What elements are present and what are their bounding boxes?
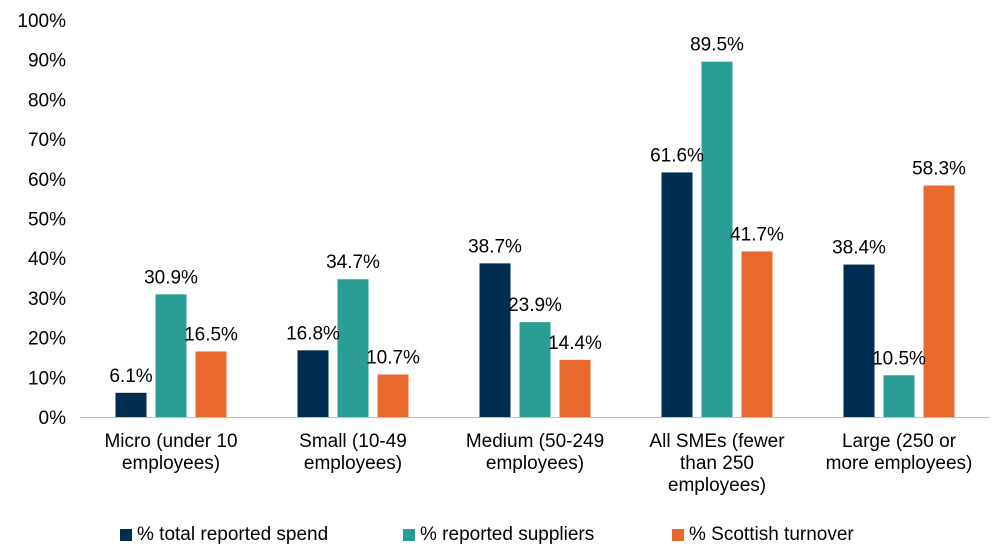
category-label: Large (250 or more employees) bbox=[826, 431, 973, 474]
bar bbox=[337, 279, 369, 417]
data-label: 58.3% bbox=[912, 159, 966, 180]
legend-label: % reported suppliers bbox=[420, 524, 594, 545]
data-label: 14.4% bbox=[548, 333, 602, 354]
data-label: 38.4% bbox=[832, 238, 886, 259]
y-tick-label: 90% bbox=[28, 51, 66, 72]
legend-swatch bbox=[672, 529, 684, 541]
y-tick-label: 0% bbox=[39, 408, 67, 429]
y-axis: 0% 10% 20% 30% 40% 50% 60% 70% 80% 90% 100% bbox=[17, 11, 66, 429]
bar bbox=[297, 350, 329, 417]
bar bbox=[923, 185, 955, 417]
data-label: 89.5% bbox=[690, 35, 744, 56]
data-label: 41.7% bbox=[730, 224, 784, 245]
legend-label: % Scottish turnover bbox=[689, 524, 854, 545]
bar bbox=[701, 61, 733, 418]
y-tick-label: 60% bbox=[28, 170, 66, 191]
category-label: Small (10-49 employees) bbox=[299, 431, 407, 474]
bar bbox=[661, 172, 693, 417]
y-tick-label: 20% bbox=[28, 329, 66, 350]
legend: % total reported spend % reported supplie… bbox=[120, 524, 854, 545]
data-label: 10.5% bbox=[872, 348, 926, 369]
category-label: All SMEs (fewer than 250 employees) bbox=[649, 431, 785, 496]
data-label: 30.9% bbox=[144, 267, 198, 288]
category-label: Micro (under 10 employees) bbox=[104, 431, 237, 474]
data-label: 16.5% bbox=[184, 324, 238, 345]
legend-swatch bbox=[403, 529, 415, 541]
data-label: 38.7% bbox=[468, 236, 522, 257]
y-tick-label: 30% bbox=[28, 289, 66, 310]
category-label: Medium (50-249 employees) bbox=[466, 431, 604, 474]
data-label: 16.8% bbox=[286, 323, 340, 344]
y-tick-label: 70% bbox=[28, 130, 66, 151]
y-tick-label: 40% bbox=[28, 249, 66, 270]
x-axis: Micro (under 10 employees) Small (10-49 emp… bbox=[104, 431, 972, 496]
data-label: 61.6% bbox=[650, 145, 704, 166]
bars bbox=[115, 61, 955, 418]
bar bbox=[195, 351, 227, 417]
y-tick-label: 80% bbox=[28, 90, 66, 111]
y-tick-label: 100% bbox=[17, 11, 66, 32]
bar bbox=[155, 294, 187, 417]
data-label: 10.7% bbox=[366, 348, 420, 369]
data-label: 6.1% bbox=[109, 366, 152, 387]
data-label: 34.7% bbox=[326, 252, 380, 273]
y-tick-label: 50% bbox=[28, 210, 66, 231]
bar bbox=[377, 374, 409, 417]
bar bbox=[883, 375, 915, 417]
y-tick-label: 10% bbox=[28, 368, 66, 389]
bar bbox=[479, 263, 511, 417]
legend-label: % total reported spend bbox=[137, 524, 328, 545]
data-label: 23.9% bbox=[508, 295, 562, 316]
bar bbox=[843, 264, 875, 417]
bar bbox=[559, 359, 591, 417]
bar bbox=[741, 251, 773, 417]
data-labels: 6.1% 30.9% 16.5% 16.8% 34.7% 10.7% 38.7% 23.9% 1… bbox=[109, 35, 966, 387]
bar bbox=[115, 392, 147, 417]
legend-swatch bbox=[120, 529, 132, 541]
bar bbox=[519, 322, 551, 417]
